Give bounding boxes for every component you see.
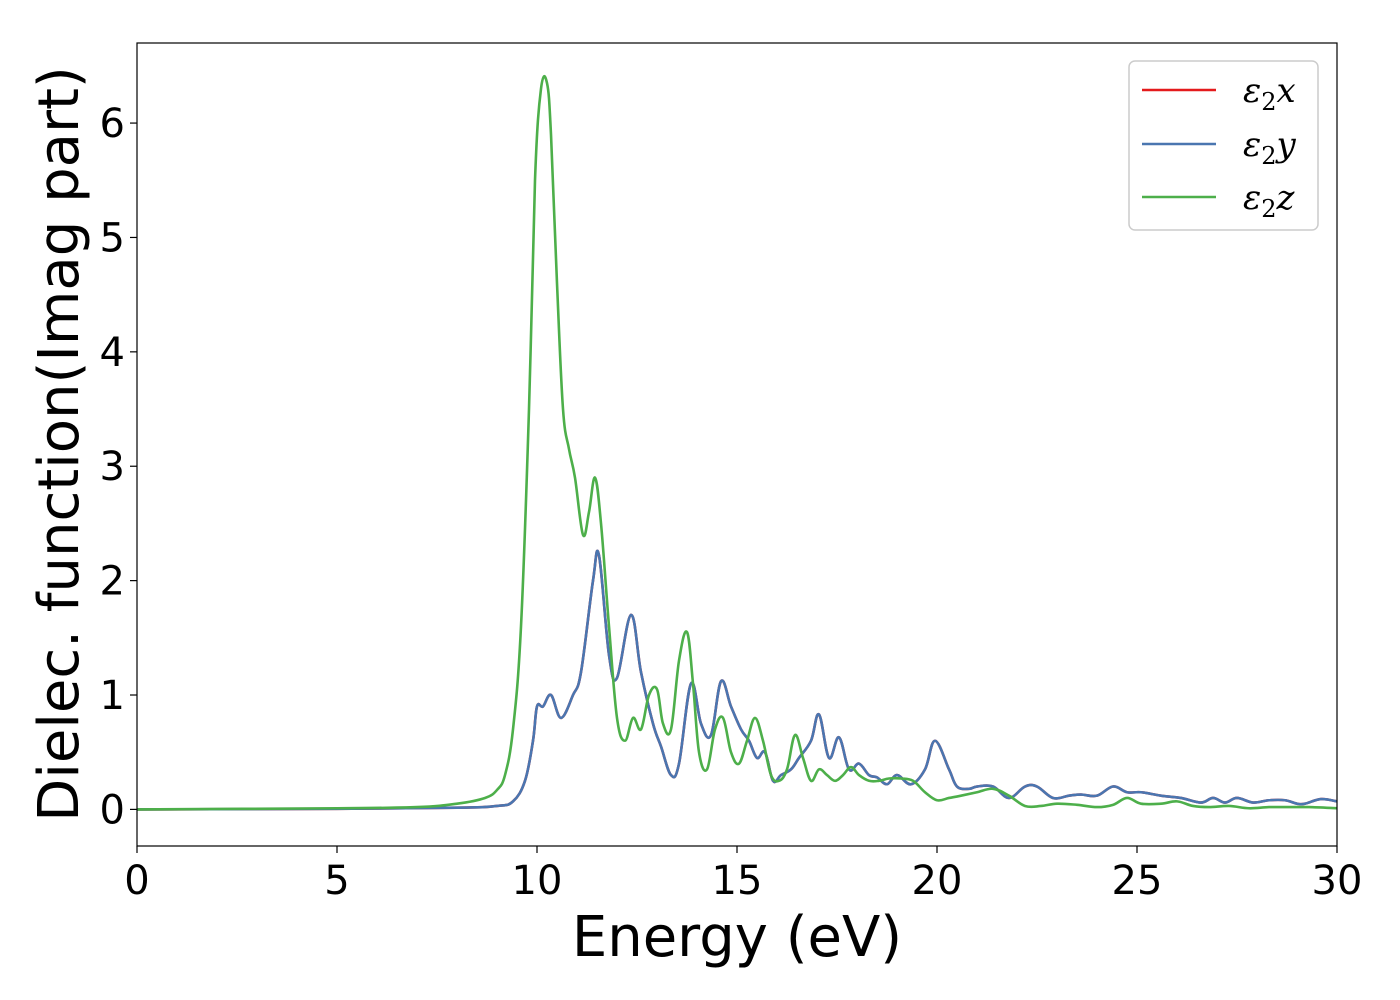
y-tick-label: 4: [100, 330, 125, 376]
legend-label-z: ε2z: [1243, 178, 1296, 223]
x-tick-label: 20: [912, 858, 963, 904]
legend-box: [1128, 60, 1319, 231]
series-line-z: [136, 74, 1338, 811]
y-tick-label: 0: [100, 787, 125, 833]
y-tick-label: 1: [100, 673, 125, 719]
series-line-y: [136, 549, 1338, 811]
x-tick-label: 5: [324, 858, 349, 904]
y-tick-label: 6: [100, 101, 125, 147]
y-axis-label: Dielec. function(Imag part): [27, 66, 92, 822]
series-layer: [136, 74, 1338, 811]
x-tick-label: 30: [1312, 858, 1363, 904]
y-tick-label: 5: [100, 215, 125, 261]
legend-label-x: ε2x: [1243, 71, 1296, 116]
x-tick-label: 15: [712, 858, 763, 904]
x-axis-ticks: 0 5 10 15 20 25 30: [124, 846, 1362, 904]
legend-label-y: ε2y: [1243, 125, 1297, 170]
legend: ε2x ε2y ε2z: [1128, 60, 1319, 231]
y-tick-label: 3: [100, 444, 125, 490]
y-axis-ticks: 0 1 2 3 4 5 6: [100, 101, 137, 833]
y-tick-label: 2: [100, 559, 125, 605]
x-tick-label: 0: [124, 858, 149, 904]
x-tick-label: 10: [512, 858, 563, 904]
x-axis-label: Energy (eV): [572, 905, 902, 970]
x-tick-label: 25: [1112, 858, 1163, 904]
